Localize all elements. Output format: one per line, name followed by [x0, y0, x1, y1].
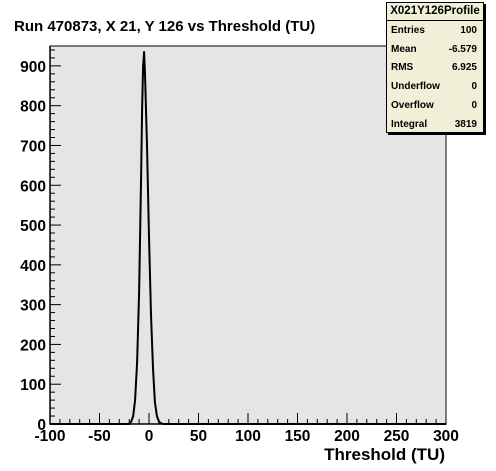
stats-label: Integral [391, 118, 428, 130]
x-tick-label: 200 [334, 428, 360, 445]
stats-label: Mean [391, 43, 417, 55]
stats-value: 100 [460, 24, 477, 36]
x-tick-label: -50 [88, 428, 110, 445]
data-point [130, 420, 132, 423]
stats-value: 6.925 [451, 62, 477, 74]
data-line-series-0 [50, 51, 446, 425]
stats-label: Underflow [391, 81, 440, 93]
data-point [152, 367, 154, 370]
stats-label: RMS [391, 62, 414, 74]
data-point [132, 415, 134, 417]
stats-box-title: X021Y126Profile [387, 3, 483, 21]
chart-title: Run 470873, X 21, Y 126 vs Threshold (TU… [14, 18, 315, 35]
y-tick-label: 600 [20, 178, 46, 195]
y-tick-label: 900 [20, 59, 46, 76]
data-point [138, 291, 140, 294]
data-point [136, 361, 138, 364]
x-tick-label: 100 [235, 428, 261, 445]
y-tick-label: 300 [20, 298, 46, 315]
x-tick-label: 50 [190, 428, 207, 445]
data-point [144, 73, 146, 75]
x-axis-label: Threshold (TU) [324, 445, 445, 464]
x-tick-label: 0 [145, 428, 154, 445]
y-tick-label: 100 [20, 377, 46, 394]
data-point [141, 108, 143, 111]
stats-value: 3819 [454, 118, 477, 130]
data-point [156, 415, 158, 417]
stats-row-mean: Mean -6.579 [387, 40, 483, 59]
stats-value: 0 [471, 81, 477, 93]
x-tick-label: 250 [384, 428, 410, 445]
plot-area [49, 45, 447, 425]
data-point [148, 236, 150, 238]
y-tick-label: 500 [20, 218, 46, 235]
y-tick-label: 400 [20, 258, 46, 275]
data-point [142, 65, 144, 67]
stats-box: X021Y126Profile Entries 100 Mean -6.579 … [386, 2, 484, 133]
data-point [150, 313, 152, 316]
data-point [140, 176, 142, 179]
y-tick-label: 0 [37, 417, 46, 434]
stats-row-underflow: Underflow 0 [387, 77, 483, 96]
stats-label: Entries [391, 24, 425, 36]
x-tick-label: 300 [433, 428, 459, 445]
stats-row-integral: Integral 3819 [387, 115, 483, 134]
data-point [143, 51, 145, 53]
y-tick-label: 200 [20, 337, 46, 354]
data-point [146, 144, 148, 147]
y-tick-label: 700 [20, 138, 46, 155]
stats-row-rms: RMS 6.925 [387, 59, 483, 78]
data-point [154, 401, 156, 403]
y-tick-label: 800 [20, 99, 46, 116]
x-tick-label: -100 [34, 428, 65, 445]
stats-value: -6.579 [448, 43, 477, 55]
x-tick-label: 150 [285, 428, 311, 445]
stats-value: 0 [471, 100, 477, 112]
stats-label: Overflow [391, 100, 434, 112]
data-point [134, 399, 136, 401]
stats-row-entries: Entries 100 [387, 21, 483, 40]
stats-row-overflow: Overflow 0 [387, 96, 483, 115]
